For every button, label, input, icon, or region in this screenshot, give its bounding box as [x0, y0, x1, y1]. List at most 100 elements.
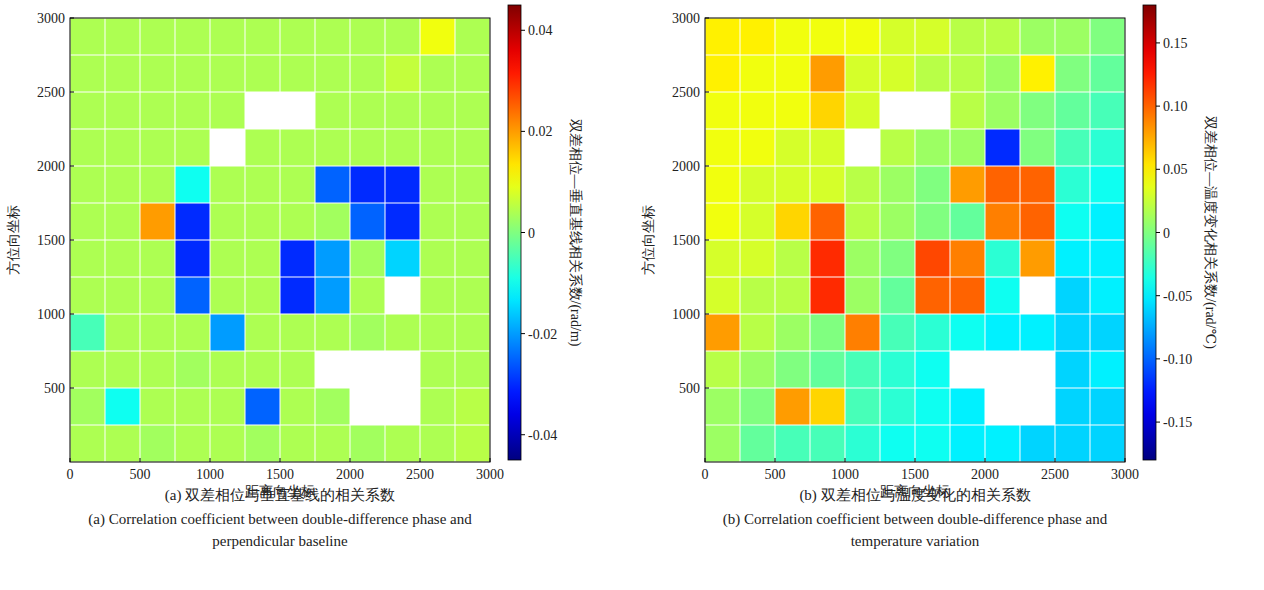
cell — [741, 130, 775, 166]
colorbar — [508, 5, 521, 460]
cell — [706, 315, 740, 351]
cell — [951, 315, 985, 351]
cell — [421, 167, 455, 203]
cell — [71, 389, 105, 425]
cell — [776, 93, 810, 129]
x-tick-label: 1000 — [196, 467, 224, 482]
x-tick-label: 1500 — [266, 467, 294, 482]
cell — [776, 315, 810, 351]
colorbar-tick — [1156, 42, 1160, 43]
cell — [916, 241, 950, 277]
cell — [986, 130, 1020, 166]
colorbar-tick — [1156, 295, 1160, 296]
cell — [176, 130, 210, 166]
colorbar-tick-label: 0.10 — [1163, 99, 1188, 114]
cell — [986, 241, 1020, 277]
colorbar-tick — [1156, 106, 1160, 107]
cell — [776, 56, 810, 92]
cell — [316, 426, 350, 462]
cell — [211, 93, 245, 129]
cell — [281, 389, 315, 425]
cell — [811, 19, 845, 55]
cell — [741, 167, 775, 203]
cell — [846, 56, 880, 92]
figure: 0500100015002000250030005001000150020002… — [0, 0, 1264, 590]
cell — [421, 426, 455, 462]
caption-line: temperature variation — [851, 533, 980, 549]
colorbar-tick-label: 0 — [528, 226, 535, 241]
colorbar-tick-label: 0.04 — [528, 23, 553, 38]
x-tick — [350, 458, 351, 462]
cell — [811, 426, 845, 462]
cell — [386, 56, 420, 92]
colorbar-tick-label: -0.15 — [1163, 415, 1192, 430]
cell — [1091, 352, 1125, 388]
cell — [1091, 19, 1125, 55]
cell — [846, 241, 880, 277]
cell — [106, 167, 140, 203]
plot-frame — [70, 18, 490, 462]
cell — [246, 56, 280, 92]
cell — [916, 389, 950, 425]
colorbar-tick-label: 0.02 — [528, 124, 553, 139]
x-tick-label: 2000 — [971, 467, 999, 482]
cell — [916, 56, 950, 92]
x-tick-label: 2500 — [406, 467, 434, 482]
cell — [881, 389, 915, 425]
cell — [71, 93, 105, 129]
cell — [1056, 352, 1090, 388]
cell — [106, 56, 140, 92]
cell — [456, 241, 490, 277]
x-tick-label: 0 — [702, 467, 709, 482]
cell — [456, 167, 490, 203]
cell — [106, 278, 140, 314]
cell — [211, 167, 245, 203]
cell — [706, 130, 740, 166]
cell — [706, 167, 740, 203]
x-tick — [705, 458, 706, 462]
x-tick — [70, 458, 71, 462]
cell — [1021, 204, 1055, 240]
cell — [881, 278, 915, 314]
y-tick-label: 1500 — [672, 233, 700, 248]
y-tick-label: 3000 — [37, 11, 65, 26]
cell — [351, 93, 385, 129]
cell — [1056, 130, 1090, 166]
y-tick-label: 2000 — [37, 159, 65, 174]
cell — [211, 315, 245, 351]
cell — [881, 56, 915, 92]
cell — [776, 389, 810, 425]
colorbar-tick — [1156, 232, 1160, 233]
cell — [176, 352, 210, 388]
cell — [351, 241, 385, 277]
cell — [741, 204, 775, 240]
cell — [1021, 93, 1055, 129]
cell — [351, 315, 385, 351]
y-tick-label: 500 — [44, 381, 65, 396]
colorbar-tick — [521, 30, 525, 31]
cell — [316, 389, 350, 425]
cell — [1091, 167, 1125, 203]
cell — [811, 93, 845, 129]
cell — [281, 315, 315, 351]
x-tick — [210, 458, 211, 462]
cell — [811, 204, 845, 240]
cell — [316, 93, 350, 129]
cell — [846, 352, 880, 388]
cell — [176, 19, 210, 55]
cell — [211, 426, 245, 462]
cell — [741, 352, 775, 388]
cell — [916, 130, 950, 166]
y-tick — [705, 18, 709, 19]
cell — [246, 426, 280, 462]
colorbar-tick-label: -0.04 — [528, 428, 557, 443]
cell — [71, 278, 105, 314]
cell — [846, 315, 880, 351]
cell — [246, 389, 280, 425]
cell — [71, 241, 105, 277]
cell — [421, 130, 455, 166]
cell — [421, 19, 455, 55]
colorbar-tick — [1156, 422, 1160, 423]
cell — [811, 241, 845, 277]
cell — [1056, 278, 1090, 314]
